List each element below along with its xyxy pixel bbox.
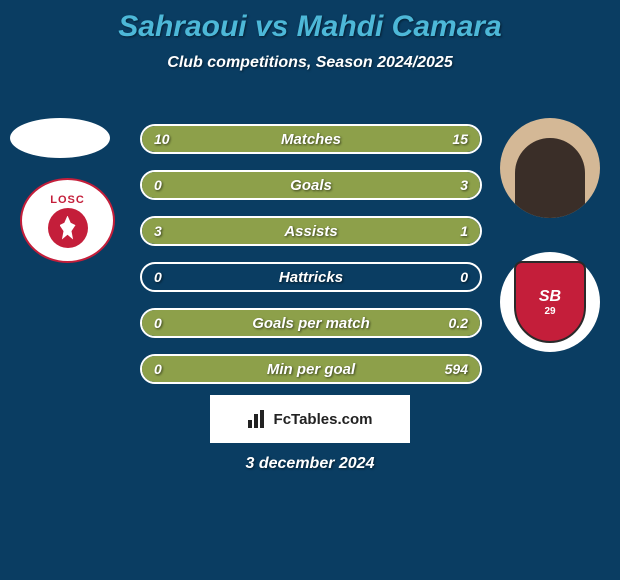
chart-icon [248,410,268,428]
stat-value-right: 0.2 [449,310,468,336]
stat-label: Min per goal [142,356,480,382]
date-label: 3 december 2024 [0,455,620,473]
club-left-abbr: LOSC [50,194,85,206]
stat-row: 10Matches15 [140,124,482,154]
page-subtitle: Club competitions, Season 2024/2025 [0,54,620,72]
stat-label: Goals [142,172,480,198]
club-left-icon [48,208,88,248]
club-right-abbr: SB [539,288,561,306]
stat-label: Assists [142,218,480,244]
stat-value-right: 594 [445,356,468,382]
attribution-badge: FcTables.com [210,395,410,443]
stat-label: Matches [142,126,480,152]
club-right-shield: SB 29 [514,261,586,343]
stat-value-right: 0 [460,264,468,290]
player-left-avatar [10,118,110,158]
attribution-text: FcTables.com [274,411,373,428]
stat-label: Hattricks [142,264,480,290]
stat-value-right: 15 [452,126,468,152]
stat-row: 0Hattricks0 [140,262,482,292]
club-right-year: 29 [544,306,555,317]
stat-value-right: 1 [460,218,468,244]
page-title: Sahraoui vs Mahdi Camara [0,0,620,44]
club-right-logo: SB 29 [500,252,600,352]
stat-row: 0Goals per match0.2 [140,308,482,338]
stats-area: 10Matches150Goals33Assists10Hattricks00G… [140,124,482,400]
stat-row: 3Assists1 [140,216,482,246]
player-right-avatar [500,118,600,218]
stat-row: 0Goals3 [140,170,482,200]
stat-row: 0Min per goal594 [140,354,482,384]
club-left-logo: LOSC [20,178,115,263]
stat-value-right: 3 [460,172,468,198]
stat-label: Goals per match [142,310,480,336]
